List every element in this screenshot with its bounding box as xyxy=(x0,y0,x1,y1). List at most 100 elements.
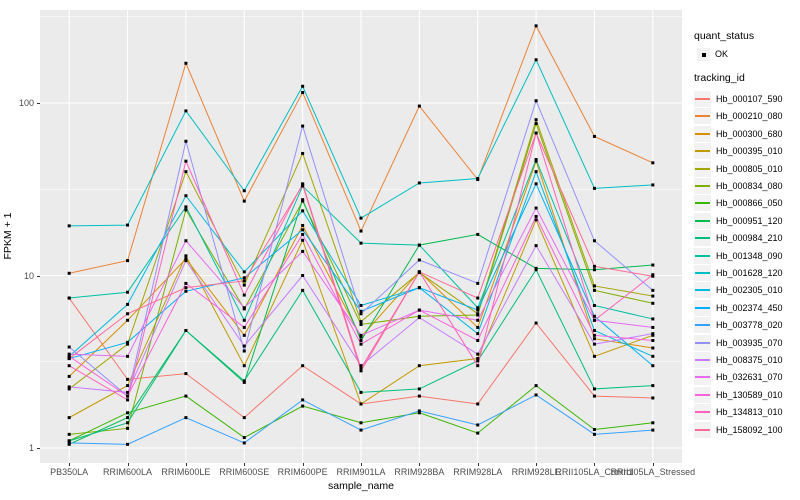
data-point xyxy=(534,206,538,210)
data-point xyxy=(242,344,246,348)
legend-key xyxy=(694,160,711,177)
legend-key xyxy=(694,317,711,334)
data-point xyxy=(301,91,305,95)
line-swatch-icon xyxy=(695,237,710,240)
legend-item-tracking-id: Hb_003778_020 xyxy=(694,317,800,334)
legend-item-label: Hb_008375_010 xyxy=(716,355,783,365)
x-tick-mark xyxy=(185,463,187,466)
line-swatch-icon xyxy=(695,359,710,361)
data-point xyxy=(592,284,596,288)
legend-item-label: Hb_003778_020 xyxy=(716,320,783,331)
data-point xyxy=(651,346,655,350)
data-point xyxy=(242,199,246,203)
data-point xyxy=(417,364,421,368)
data-point xyxy=(67,441,71,445)
legend-key xyxy=(697,48,710,61)
line-swatch-icon xyxy=(695,341,710,344)
data-point xyxy=(184,139,188,143)
data-point xyxy=(184,416,188,420)
data-point xyxy=(417,316,421,320)
legend-key xyxy=(694,108,711,125)
legend-key xyxy=(694,421,711,438)
data-point xyxy=(534,122,538,126)
data-point xyxy=(534,321,538,325)
legend-item-label: Hb_001628_120 xyxy=(716,268,783,278)
data-point xyxy=(242,293,246,297)
data-point xyxy=(476,431,480,435)
legend-title-tracking-id: tracking_id xyxy=(694,72,745,84)
data-point xyxy=(67,385,71,389)
data-point xyxy=(651,428,655,432)
data-point xyxy=(301,223,305,227)
legend-key xyxy=(694,125,711,142)
data-point xyxy=(651,384,655,388)
legend-item-label: Hb_000300_680 xyxy=(716,128,783,139)
data-point xyxy=(184,372,188,376)
data-point xyxy=(301,209,305,213)
x-tick-label: PB350LA xyxy=(50,467,89,477)
y-tick-mark xyxy=(37,275,40,277)
legend-item-tracking-id: Hb_000395_010 xyxy=(694,143,800,160)
data-point xyxy=(242,306,246,310)
data-point xyxy=(242,189,246,193)
y-tick-label: 1 xyxy=(28,443,34,453)
data-point xyxy=(184,239,188,243)
legend-item-label: Hb_000951_120 xyxy=(716,215,783,226)
data-point xyxy=(476,313,480,317)
data-point xyxy=(592,239,596,243)
data-point xyxy=(67,432,71,436)
data-point xyxy=(184,254,188,258)
data-point xyxy=(476,306,480,310)
data-point xyxy=(651,294,655,298)
legend-key xyxy=(694,352,711,368)
data-point xyxy=(651,274,655,278)
data-point xyxy=(534,99,538,103)
x-tick-label: RRIM600LE xyxy=(161,467,211,477)
data-point xyxy=(184,205,188,209)
line-swatch-icon xyxy=(695,219,710,222)
data-point xyxy=(301,238,305,242)
data-point xyxy=(301,398,305,402)
line-swatch-icon xyxy=(695,376,710,379)
legend-key xyxy=(694,404,711,421)
line-swatch-icon xyxy=(695,428,710,431)
data-point xyxy=(301,228,305,232)
data-point xyxy=(534,393,538,397)
data-point xyxy=(242,416,246,420)
data-point xyxy=(417,104,421,108)
data-point xyxy=(592,337,596,341)
data-point xyxy=(592,186,596,190)
data-point xyxy=(359,322,363,326)
data-point xyxy=(359,229,363,233)
x-tick-mark xyxy=(244,463,246,466)
data-point xyxy=(126,259,130,263)
data-point xyxy=(476,177,480,181)
data-point xyxy=(359,309,363,313)
data-point xyxy=(534,24,538,28)
data-point xyxy=(592,134,596,138)
data-point xyxy=(242,270,246,274)
legend-item-tracking-id: Hb_000834_080 xyxy=(694,178,800,195)
legend-item-label: Hb_000107_590 xyxy=(716,94,783,104)
data-point xyxy=(476,308,480,312)
data-point xyxy=(184,394,188,398)
x-tick-mark xyxy=(419,463,421,466)
data-point xyxy=(67,357,71,361)
data-point xyxy=(301,183,305,187)
data-point xyxy=(534,158,538,162)
data-point xyxy=(417,286,421,290)
data-point xyxy=(301,124,305,128)
data-point xyxy=(359,338,363,342)
line-swatch-icon xyxy=(695,202,710,205)
data-point xyxy=(184,257,188,261)
line-swatch-icon xyxy=(695,185,710,187)
data-point xyxy=(301,364,305,368)
data-point xyxy=(242,283,246,287)
data-point xyxy=(476,325,480,329)
data-point xyxy=(592,268,596,272)
data-point xyxy=(476,332,480,336)
data-point xyxy=(184,281,188,285)
data-point xyxy=(592,288,596,292)
data-point xyxy=(126,421,130,425)
line-swatch-icon xyxy=(695,289,710,292)
